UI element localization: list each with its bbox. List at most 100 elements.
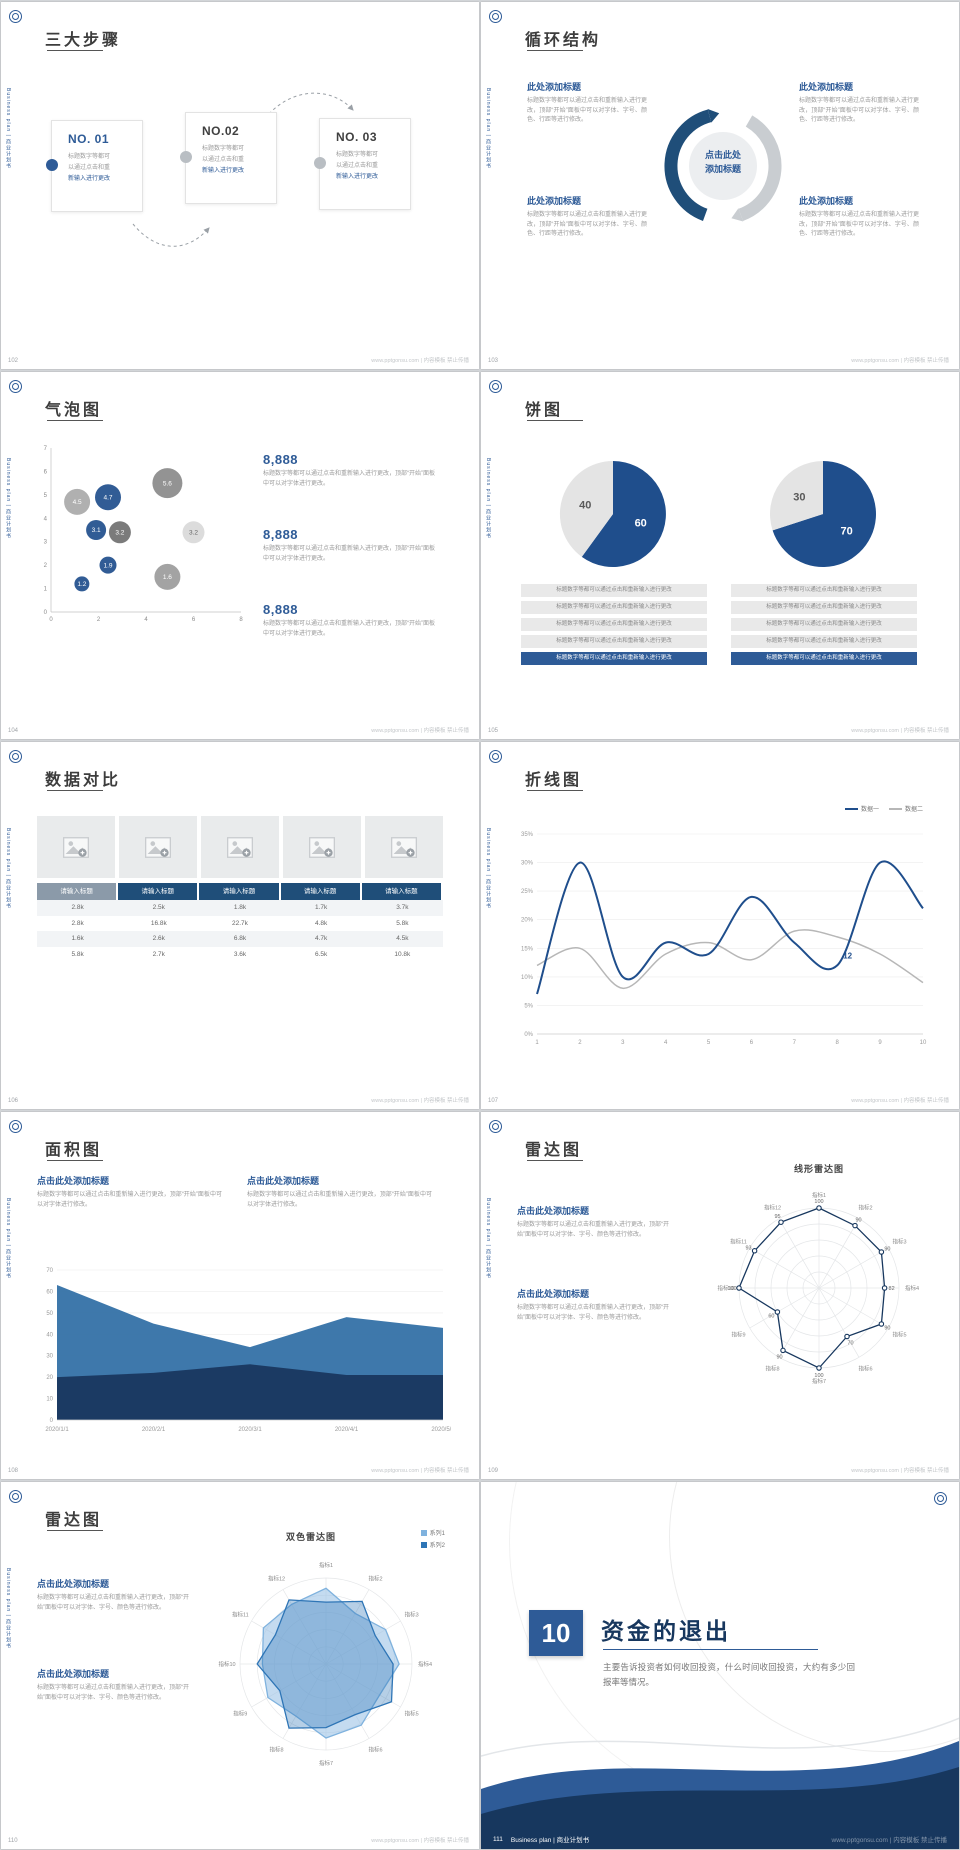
title-underline xyxy=(527,1160,583,1161)
svg-text:指标3: 指标3 xyxy=(405,1611,419,1619)
block-text: 标题数字等都可以通过点击和重新输入进行更改，顶部“开始”面板中可以对字体进行修改… xyxy=(37,1192,222,1208)
text-block: 此处添加标题 标题数字等都可以通过点击和重新输入进行更改，顶部“开始”面板中可以… xyxy=(799,80,919,126)
logo-icon xyxy=(9,750,22,763)
block-text: 标题数字等都可以通过点击和重新输入进行更改，顶部“开始”面板中可以对字体、字号、… xyxy=(517,1222,669,1238)
page-number: 104 xyxy=(8,728,19,734)
svg-text:指标9: 指标9 xyxy=(233,1710,247,1718)
svg-text:10: 10 xyxy=(920,1040,927,1046)
svg-text:1: 1 xyxy=(44,587,48,593)
step-text-line: 标题数字等都可 xyxy=(336,152,379,158)
logo-icon xyxy=(489,1120,502,1133)
pie-caption-row: 标题数字等都可以通过点击和重新输入进行更改 xyxy=(731,635,917,648)
svg-text:7: 7 xyxy=(44,446,48,452)
svg-text:3.2: 3.2 xyxy=(115,530,124,537)
watermark: www.pptgonsu.com | 内容模板 禁止传播 xyxy=(371,1468,469,1474)
pie-caption-row: 标题数字等都可以通过点击和重新输入进行更改 xyxy=(521,584,707,597)
step-card: NO. 01 标题数字等都可 以通过点击和重 新输入进行更改 xyxy=(46,120,143,212)
comparison-table: 请输入标题 请输入标题 请输入标题 请输入标题 请输入标题 2.8k 2.5k 1.8k 1.7… xyxy=(37,816,443,962)
svg-text:1: 1 xyxy=(535,1040,539,1046)
slide-104-bubble-chart: 0 1 2 3 4 5 6 7 0 2 4 6 8 4.5 4.7 5.6 3.1 3.2 3.2 1.9 1.2 1.6… xyxy=(1,372,479,739)
table-cell: 4.8k xyxy=(315,919,328,927)
logo-icon xyxy=(9,1490,22,1503)
svg-text:5%: 5% xyxy=(524,1003,533,1009)
line-chart-legend: 数据一 数据二 xyxy=(844,804,923,813)
text-block: 此处添加标题 标题数字等都可以通过点击和重新输入进行更改，顶部“开始”面板中可以… xyxy=(527,194,647,240)
svg-text:30: 30 xyxy=(793,491,805,503)
cycle-diagram xyxy=(664,109,782,222)
svg-text:20%: 20% xyxy=(521,918,534,924)
brand-vertical-label: Business plan | 商业计划书 xyxy=(5,1568,11,1650)
svg-text:指标8: 指标8 xyxy=(765,1365,779,1373)
step-text-line: 新输入进行更改 xyxy=(336,173,379,180)
block-title: 此处添加标题 xyxy=(527,82,582,92)
svg-text:35%: 35% xyxy=(521,832,534,838)
svg-text:0: 0 xyxy=(49,617,53,623)
svg-text:2020/2/1: 2020/2/1 xyxy=(142,1427,166,1433)
slide-105-pie-charts: 60 40 70 30 标题数字等都可以通过点击和重新输入进行更改 标题数字等都可以通… xyxy=(481,372,959,739)
svg-text:0: 0 xyxy=(50,1418,54,1424)
stat-text: 标题数字等都可以通过点击和重新输入进行更改，顶部“开始”面板中可以对字体进行更改… xyxy=(263,546,435,562)
stat-item: 8,888 标题数字等都可以通过点击和重新输入进行更改，顶部“开始”面板中可以对… xyxy=(263,602,435,639)
block-title: 此处添加标题 xyxy=(799,196,854,206)
svg-text:4: 4 xyxy=(144,617,148,623)
svg-text:1.2: 1.2 xyxy=(77,581,86,588)
svg-text:指标6: 指标6 xyxy=(368,1746,382,1754)
svg-text:3.1: 3.1 xyxy=(92,527,101,534)
text-block: 点击此处添加标题 标题数字等都可以通过点击和重新输入进行更改，顶部“开始”面板中… xyxy=(247,1174,432,1210)
text-block: 点击此处添加标题 标题数字等都可以通过点击和重新输入进行更改，顶部“开始”面板中… xyxy=(37,1667,189,1703)
watermark: www.pptgonsu.com | 内容模板 禁止传播 xyxy=(371,1098,469,1104)
table-cell: 22.7k xyxy=(232,919,248,927)
radar-chart-title: 双色雷达图 xyxy=(285,1532,336,1542)
svg-text:指标2: 指标2 xyxy=(368,1574,382,1582)
logo-icon xyxy=(489,10,502,23)
slide-title: 饼图 xyxy=(525,402,564,419)
watermark: www.pptgonsu.com | 内容模板 禁止传播 xyxy=(831,1837,947,1844)
watermark: www.pptgonsu.com | 内容模板 禁止传播 xyxy=(371,728,469,734)
svg-text:2: 2 xyxy=(44,563,48,569)
svg-text:100: 100 xyxy=(814,1373,823,1379)
table-cell: 6.5k xyxy=(315,950,328,958)
page-number: 106 xyxy=(8,1098,19,1104)
step-number: NO.02 xyxy=(202,124,240,138)
block-text: 标题数字等都可以通过点击和重新输入进行更改，顶部“开始”面板中可以对字体、字号、… xyxy=(799,98,920,124)
pie-chart-right: 70 30 xyxy=(769,461,876,567)
slide-103-cycle-structure: 此处添加标题 标题数字等都可以通过点击和重新输入进行更改，顶部“开始”面板中可以… xyxy=(481,2,959,369)
text-block: 点击此处添加标题 标题数字等都可以通过点击和重新输入进行更改，顶部“开始”面板中… xyxy=(517,1204,669,1240)
svg-text:6: 6 xyxy=(192,617,196,623)
svg-text:70: 70 xyxy=(840,526,852,538)
footer-bar: 111 Business plan | 商业计划书 www.pptgonsu.c… xyxy=(481,1829,959,1849)
table-cell: 10.8k xyxy=(394,950,411,958)
svg-text:4: 4 xyxy=(664,1040,668,1046)
table-cell: 3.6k xyxy=(233,950,247,958)
block-text: 标题数字等都可以通过点击和重新输入进行更改，顶部“开始”面板中可以对字体进行修改… xyxy=(247,1192,432,1208)
radar-chart: 指标1 指标2 指标3 指标4 指标5 指标6 指标7 指标8 指标9 指标10 指标11 指标12 xyxy=(218,1561,432,1767)
svg-text:4: 4 xyxy=(44,516,48,522)
bubble-chart: 0 1 2 3 4 5 6 7 0 2 4 6 8 4.5 4.7 5.6 3.1 3.2 3.2 1.9 1.2 1.6 xyxy=(44,446,244,623)
step-text-line: 以通过点击和重 xyxy=(336,162,379,169)
slide-title: 气泡图 xyxy=(45,402,103,419)
svg-text:90: 90 xyxy=(884,1247,890,1253)
svg-text:指标4: 指标4 xyxy=(905,1284,919,1292)
svg-text:4.7: 4.7 xyxy=(103,494,112,501)
table-row: 1.6k 2.6k 6.8k 4.7k 4.5k xyxy=(37,931,443,947)
table-cell: 2.8k xyxy=(71,919,84,927)
slide-107-line-chart: 数据一 数据二 0% 5% 10% 15% 20% 25% 30% 35% 1 2 3 4 5 6 7 8 9 10… xyxy=(481,742,959,1109)
svg-text:20: 20 xyxy=(46,1375,53,1381)
svg-text:3: 3 xyxy=(44,540,48,546)
legend-item: 数据二 xyxy=(888,804,923,813)
svg-text:40: 40 xyxy=(46,1332,53,1338)
page-number: 110 xyxy=(8,1838,18,1844)
table-header-cell: 请输入标题 xyxy=(361,883,441,900)
svg-text:12: 12 xyxy=(843,951,852,960)
svg-text:指标2: 指标2 xyxy=(858,1204,872,1212)
brand-vertical-label: Business plan | 商业计划书 xyxy=(485,458,491,540)
svg-text:2020/4/1: 2020/4/1 xyxy=(335,1427,359,1433)
svg-text:3: 3 xyxy=(621,1040,625,1046)
svg-text:30: 30 xyxy=(46,1354,53,1360)
block-title: 点击此处添加标题 xyxy=(247,1176,320,1186)
table-cell: 1.8k xyxy=(233,904,247,911)
pie-caption-row: 标题数字等都可以通过点击和重新输入进行更改 xyxy=(521,601,707,614)
table-row: 2.8k 2.5k 1.8k 1.7k 3.7k xyxy=(37,900,443,916)
svg-text:100: 100 xyxy=(727,1286,736,1292)
table-cell: 2.8k xyxy=(71,904,84,911)
